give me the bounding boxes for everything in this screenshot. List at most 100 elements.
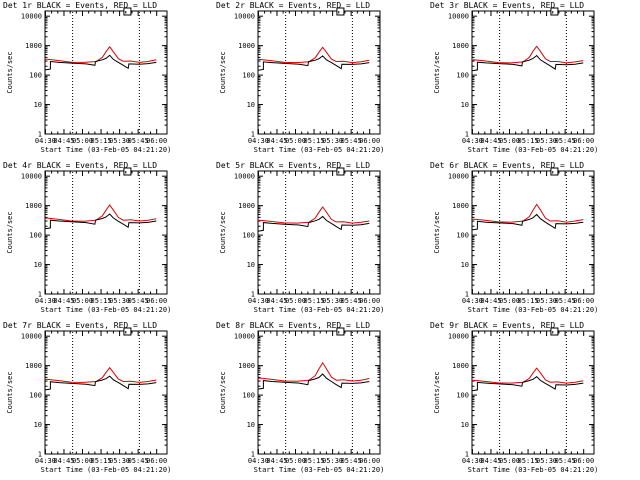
- events-series-line: [44, 54, 157, 71]
- lld-series-line: [44, 204, 157, 222]
- x-tick-label: 05:00: [499, 137, 520, 145]
- y-tick-label: 1: [38, 451, 42, 459]
- x-tick-label: 04:30: [35, 457, 56, 465]
- x-tick-label: 04:30: [248, 297, 269, 305]
- x-tick-label: 05:00: [72, 457, 93, 465]
- y-tick-label: 1000: [25, 202, 42, 210]
- x-axis-label: Start Time (03-Feb-05 04:21:20): [468, 466, 599, 474]
- x-tick-label: 04:45: [266, 457, 287, 465]
- x-tick-label: 04:45: [53, 457, 74, 465]
- plot-frame: [44, 10, 168, 135]
- x-tick-label: 06:00: [359, 137, 380, 145]
- x-tick-label: 05:30: [322, 297, 343, 305]
- y-tick-label: 10000: [448, 173, 469, 181]
- x-axis-label: Start Time (03-Feb-05 04:21:20): [41, 466, 172, 474]
- plot-frame: [471, 170, 595, 295]
- detector-panel: Det 2r BLACK = Events, RED = LLD 1 10 100 10…: [216, 1, 384, 154]
- flag-marker: [336, 327, 345, 336]
- panel-title: Det 3r BLACK = Events, RED = LLD: [430, 1, 584, 10]
- detector-panel: Det 8r BLACK = Events, RED = LLD 1 10 100 10…: [216, 321, 384, 474]
- y-axis-label: Counts/sec: [433, 371, 441, 413]
- y-tick-label: 10000: [234, 173, 255, 181]
- x-tick-label: 06:00: [573, 297, 594, 305]
- x-tick-label: 05:00: [499, 297, 520, 305]
- x-tick-label: 05:45: [555, 457, 576, 465]
- y-tick-label: 10: [461, 261, 469, 269]
- y-tick-label: 10: [247, 421, 255, 429]
- lld-series-line: [471, 45, 584, 64]
- flag-marker: [550, 167, 559, 176]
- flag-marker: [336, 7, 345, 16]
- detector-panel: Det 7r BLACK = Events, RED = LLD 1 10 100 10…: [3, 321, 171, 474]
- y-tick-label: 10: [461, 101, 469, 109]
- x-tick-label: 05:15: [304, 457, 325, 465]
- y-axis-label: Counts/sec: [219, 211, 227, 253]
- x-axis-label: Start Time (03-Feb-05 04:21:20): [254, 466, 385, 474]
- y-tick-label: 1: [465, 291, 469, 299]
- y-tick-label: 10: [461, 421, 469, 429]
- x-tick-label: 05:15: [518, 457, 539, 465]
- detector-panel: Det 6r BLACK = Events, RED = LLD 1 10 100 10…: [430, 161, 598, 314]
- x-tick-label: 06:00: [359, 297, 380, 305]
- lld-series-line: [471, 203, 584, 223]
- lld-series-line: [471, 367, 584, 384]
- x-axis-label: Start Time (03-Feb-05 04:21:20): [254, 146, 385, 154]
- x-tick-label: 05:45: [128, 297, 149, 305]
- x-axis-label: Start Time (03-Feb-05 04:21:20): [41, 146, 172, 154]
- x-tick-label: 05:30: [536, 137, 557, 145]
- plot-frame: [257, 170, 381, 295]
- y-tick-label: 1000: [238, 202, 255, 210]
- x-tick-label: 04:45: [480, 137, 501, 145]
- y-tick-label: 1000: [452, 362, 469, 370]
- y-tick-label: 100: [242, 72, 255, 80]
- x-tick-label: 04:30: [35, 297, 56, 305]
- y-axis-label: Counts/sec: [433, 211, 441, 253]
- y-tick-label: 100: [456, 72, 469, 80]
- x-tick-label: 05:15: [304, 137, 325, 145]
- panel-title: Det 2r BLACK = Events, RED = LLD: [216, 1, 370, 10]
- x-tick-label: 05:45: [341, 137, 362, 145]
- x-tick-label: 05:00: [285, 137, 306, 145]
- y-tick-label: 100: [242, 232, 255, 240]
- y-tick-label: 100: [29, 232, 42, 240]
- panel-title: Det 1r BLACK = Events, RED = LLD: [3, 1, 157, 10]
- x-tick-label: 06:00: [573, 137, 594, 145]
- x-tick-label: 05:30: [109, 457, 130, 465]
- y-tick-label: 10000: [448, 13, 469, 21]
- y-tick-label: 100: [456, 232, 469, 240]
- y-tick-label: 100: [242, 392, 255, 400]
- y-tick-label: 1: [38, 291, 42, 299]
- events-series-line: [257, 215, 370, 232]
- x-tick-label: 05:00: [285, 297, 306, 305]
- x-tick-label: 04:45: [266, 297, 287, 305]
- detector-panel: Det 1r BLACK = Events, RED = LLD 1 10 100 10…: [3, 1, 171, 154]
- y-tick-label: 1000: [452, 202, 469, 210]
- detector-panel: Det 5r BLACK = Events, RED = LLD 1 10 100 10…: [216, 161, 384, 314]
- x-tick-label: 05:15: [91, 297, 112, 305]
- x-axis-label: Start Time (03-Feb-05 04:21:20): [468, 146, 599, 154]
- y-tick-label: 1000: [25, 42, 42, 50]
- x-tick-label: 04:30: [35, 137, 56, 145]
- x-tick-label: 04:45: [53, 137, 74, 145]
- x-tick-label: 06:00: [146, 297, 167, 305]
- x-tick-label: 05:00: [72, 137, 93, 145]
- events-series-line: [257, 373, 370, 390]
- y-tick-label: 10000: [21, 13, 42, 21]
- x-tick-label: 05:00: [72, 297, 93, 305]
- y-tick-label: 1000: [238, 362, 255, 370]
- x-tick-label: 05:30: [322, 137, 343, 145]
- x-tick-label: 05:30: [109, 137, 130, 145]
- y-tick-label: 1: [38, 131, 42, 139]
- x-tick-label: 04:30: [248, 457, 269, 465]
- y-tick-label: 1: [251, 291, 255, 299]
- x-tick-label: 04:30: [462, 137, 483, 145]
- plot-frame: [257, 330, 381, 455]
- y-tick-label: 1: [465, 451, 469, 459]
- lld-series-line: [44, 366, 157, 383]
- lld-series-line: [44, 45, 157, 63]
- y-tick-label: 100: [29, 72, 42, 80]
- x-tick-label: 05:15: [518, 297, 539, 305]
- events-series-line: [44, 375, 157, 391]
- x-tick-label: 05:45: [555, 297, 576, 305]
